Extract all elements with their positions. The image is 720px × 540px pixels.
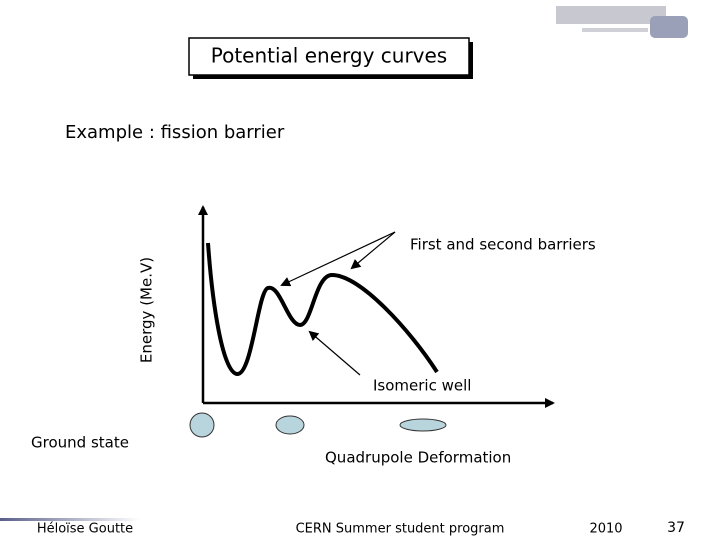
barrier-arrow bbox=[350, 231, 396, 270]
footer-bar bbox=[0, 518, 140, 521]
subtitle: Example : fission barrier bbox=[65, 122, 285, 143]
footer-year: 2010 bbox=[589, 522, 622, 537]
barrier-arrow bbox=[280, 231, 396, 287]
x-axis-label: Quadrupole Deformation bbox=[325, 449, 511, 467]
sphere-shape bbox=[189, 412, 215, 438]
footer-event: CERN Summer student program bbox=[296, 522, 505, 537]
y-axis-label: Energy (Me.V) bbox=[138, 257, 156, 363]
title: Potential energy curves bbox=[211, 44, 447, 68]
deformed-shape bbox=[275, 415, 305, 435]
title-box bbox=[188, 37, 470, 76]
footer-page: 37 bbox=[667, 520, 685, 536]
well-arrow bbox=[308, 330, 361, 376]
logo bbox=[556, 6, 688, 38]
barriers-label: First and second barriers bbox=[410, 236, 596, 254]
well-label: Isomeric well bbox=[373, 377, 471, 395]
potential-curve bbox=[206, 242, 439, 376]
footer-author: Héloïse Goutte bbox=[37, 522, 133, 537]
elongated-shape bbox=[399, 418, 447, 432]
ground-label: Ground state bbox=[31, 434, 129, 452]
